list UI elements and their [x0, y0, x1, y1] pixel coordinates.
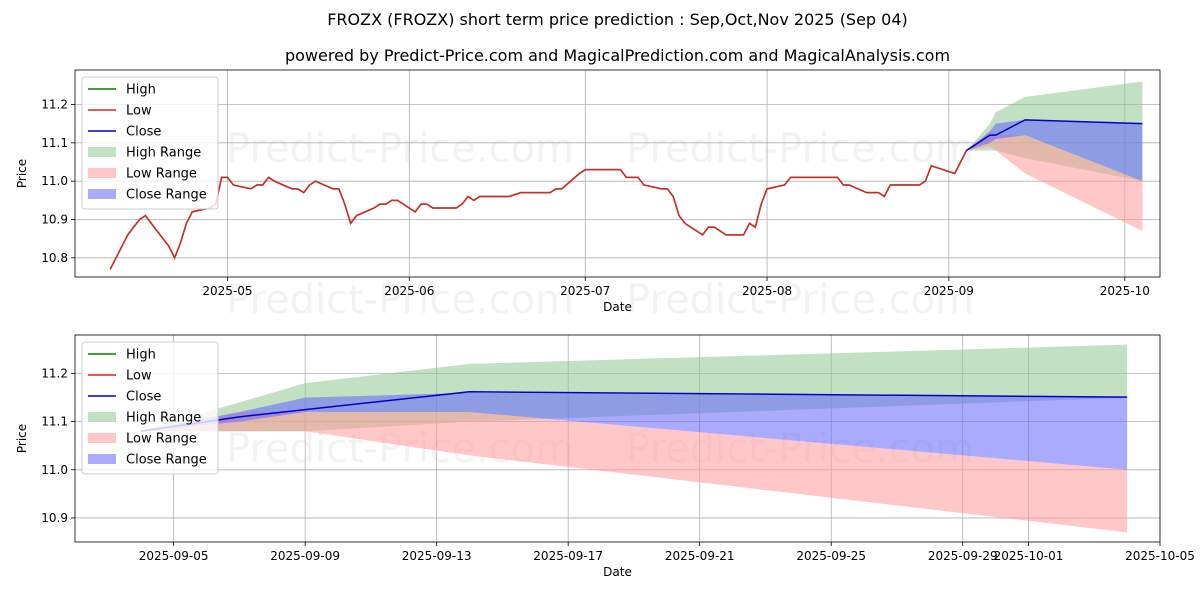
x-tick-label: 2025-06: [384, 284, 434, 298]
legend-label: Close Range: [126, 188, 207, 203]
legend-label: Low: [126, 104, 152, 119]
y-axis-label: Price: [15, 159, 29, 188]
watermark-text: Predict-Price.com: [626, 277, 974, 323]
watermark-text: Predict-Price.com: [626, 426, 974, 472]
low-range-band: [140, 412, 1128, 533]
x-tick-label: 2025-05: [202, 284, 252, 298]
high-series-line: [109, 150, 968, 270]
legend-label: Low Range: [126, 432, 197, 447]
y-tick-label: 11.1: [41, 415, 68, 429]
watermark-text: Predict-Price.com: [626, 126, 974, 172]
close-range-band: [966, 119, 1143, 182]
x-tick-label: 2025-09-05: [139, 549, 209, 563]
legend-swatch: [88, 147, 116, 157]
y-tick-label: 11.2: [41, 367, 68, 381]
y-tick-label: 11.0: [41, 463, 68, 477]
x-tick-label: 2025-08: [742, 284, 792, 298]
low-range-band: [966, 131, 1143, 231]
watermark-text: Predict-Price.com: [226, 126, 574, 172]
close-range-band: [140, 392, 1128, 470]
watermark-text: Predict-Price.com: [226, 277, 574, 323]
legend-swatch: [88, 168, 116, 178]
legend-label: Low: [126, 369, 152, 384]
high-range-band: [966, 81, 1143, 182]
legend-label: High Range: [126, 411, 201, 426]
legend-label: Close: [126, 390, 161, 405]
legend-swatch: [88, 412, 116, 422]
legend-label: High Range: [126, 146, 201, 161]
y-tick-label: 11.2: [41, 98, 68, 112]
plot-frame: [74, 69, 1161, 278]
chart-title: FROZX (FROZX) short term price predictio…: [327, 10, 908, 29]
legend-label: Close: [126, 125, 161, 140]
high-range-band: [140, 344, 1128, 432]
x-tick-label: 2025-09-29: [928, 549, 998, 563]
x-axis-label: Date: [603, 300, 632, 314]
legend-swatch: [88, 454, 116, 464]
x-tick-label: 2025-07: [560, 284, 610, 298]
plot-frame: [74, 334, 1161, 543]
close-series-line: [140, 391, 1128, 433]
legend-label: High: [126, 348, 156, 363]
y-tick-label: 11.0: [41, 174, 68, 188]
x-tick-label: 2025-09: [924, 284, 974, 298]
watermark-text: Predict-Price.com: [226, 426, 574, 472]
chart-subtitle: powered by Predict-Price.com and Magical…: [284, 46, 951, 65]
legend-box: [81, 341, 219, 475]
low-series-line: [109, 150, 968, 270]
x-tick-label: 2025-09-25: [796, 549, 866, 563]
x-axis-label: Date: [603, 565, 632, 579]
legend-box: [81, 76, 219, 210]
y-tick-label: 10.9: [41, 511, 68, 525]
y-tick-label: 10.8: [41, 251, 68, 265]
legend-label: High: [126, 83, 156, 98]
x-tick-label: 2025-09-17: [533, 549, 603, 563]
y-tick-label: 11.1: [41, 136, 68, 150]
y-tick-label: 10.9: [41, 213, 68, 227]
legend-label: Low Range: [126, 167, 197, 182]
y-axis-label: Price: [15, 424, 29, 453]
legend-swatch: [88, 189, 116, 199]
x-tick-label: 2025-10-05: [1125, 549, 1195, 563]
close-series-line: [966, 119, 1143, 152]
x-tick-label: 2025-09-13: [402, 549, 472, 563]
x-tick-label: 2025-09-09: [270, 549, 340, 563]
x-tick-label: 2025-10: [1100, 284, 1150, 298]
x-tick-label: 2025-09-21: [665, 549, 735, 563]
legend-swatch: [88, 433, 116, 443]
legend-label: Close Range: [126, 453, 207, 468]
x-tick-label: 2025-10-01: [994, 549, 1064, 563]
